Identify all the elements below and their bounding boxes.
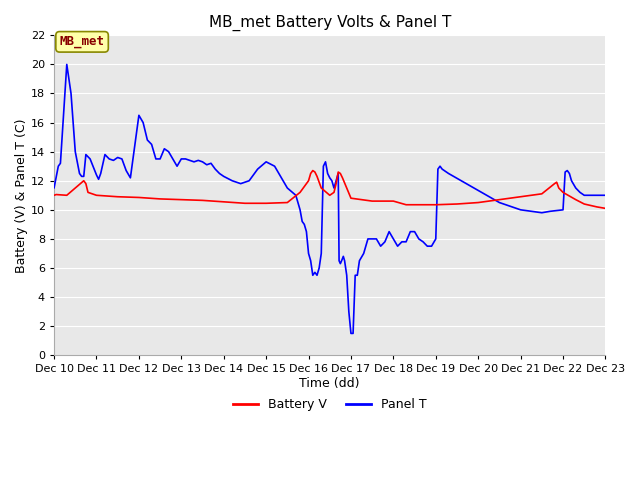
Text: MB_met: MB_met — [60, 36, 104, 48]
Title: MB_met Battery Volts & Panel T: MB_met Battery Volts & Panel T — [209, 15, 451, 31]
Legend: Battery V, Panel T: Battery V, Panel T — [228, 393, 431, 416]
Y-axis label: Battery (V) & Panel T (C): Battery (V) & Panel T (C) — [15, 118, 28, 273]
X-axis label: Time (dd): Time (dd) — [300, 377, 360, 390]
